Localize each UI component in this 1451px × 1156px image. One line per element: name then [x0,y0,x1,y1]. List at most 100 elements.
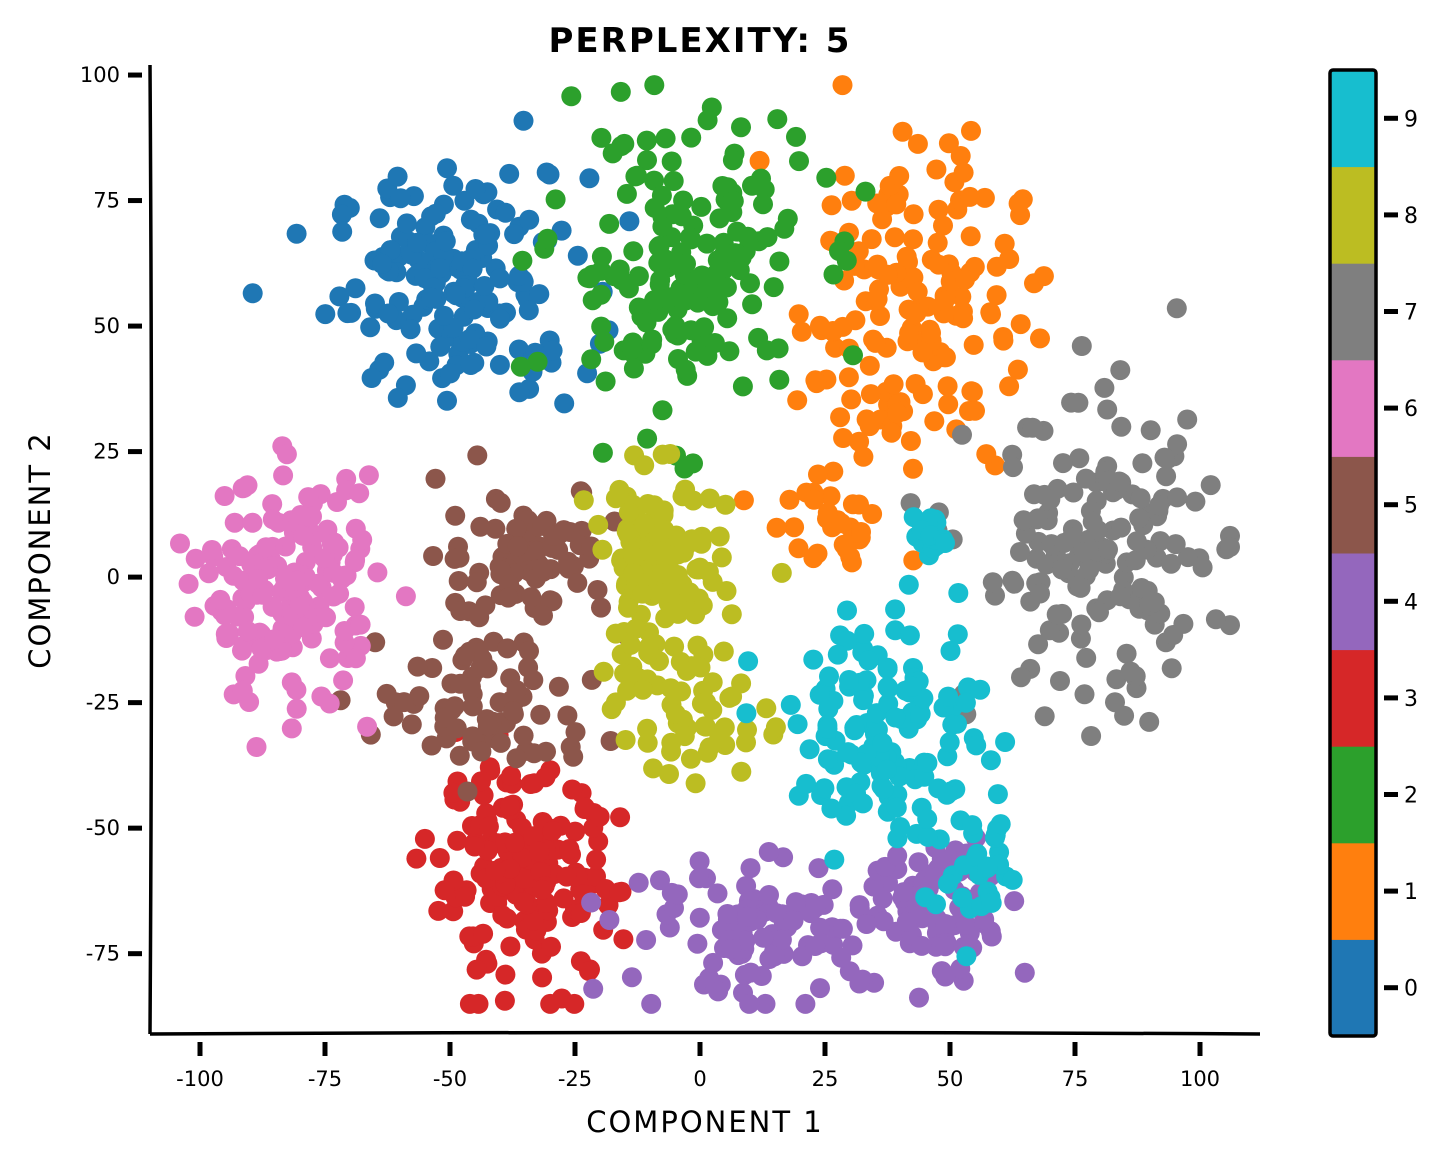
data-point [504,224,525,245]
data-point [513,725,534,746]
data-point [679,227,700,248]
data-point [448,571,469,591]
data-point [474,276,495,296]
data-point [816,167,837,188]
data-point [604,266,624,287]
data-point [786,126,806,147]
data-point [637,494,658,514]
data-point [753,927,774,948]
data-point [600,731,621,751]
y-tick-label: 75 [93,189,120,213]
data-point [594,331,615,352]
data-point [661,741,682,762]
data-point [409,686,430,707]
data-point [849,494,869,515]
data-point [430,336,451,357]
data-point [890,817,911,837]
x-axis-ticks: -100 -75 -50 -25 0 25 50 75 100 [176,1042,1220,1091]
data-point [361,368,382,388]
data-point [595,371,616,392]
data-point [819,666,839,687]
data-point [717,308,738,329]
data-point [1149,495,1170,516]
data-point [817,502,838,523]
data-point [1011,667,1031,688]
data-point [434,880,455,901]
data-point [849,431,870,452]
data-point [763,277,784,298]
data-point [450,601,471,621]
data-point [529,284,550,305]
data-point [650,870,670,891]
data-point [519,209,540,230]
data-point [1051,559,1072,580]
data-point [719,687,740,708]
data-point [884,227,905,248]
data-point [696,692,717,713]
data-point [903,458,923,479]
data-point [509,382,530,403]
data-point [527,351,548,372]
data-point [769,251,790,272]
data-point [636,130,657,151]
data-point [315,304,336,325]
data-point [661,151,682,172]
data-point [771,929,792,950]
data-point [229,546,250,567]
data-point [694,716,715,737]
data-point [749,150,770,171]
data-point [934,291,955,312]
data-point [298,487,319,508]
data-point [831,513,852,534]
data-point [865,332,886,353]
data-point [935,347,956,368]
data-point [246,737,267,757]
data-point [935,914,956,934]
data-point [618,597,638,618]
data-point [1007,359,1028,380]
data-point [683,453,703,474]
data-point [685,773,706,794]
data-point [855,181,876,202]
data-point [740,962,761,983]
data-point [460,209,481,230]
data-point [759,885,779,905]
colorbar-segment [1330,746,1376,844]
data-point [1028,634,1049,655]
data-point [1004,891,1025,912]
data-point [725,243,745,264]
data-point [387,166,408,187]
data-point [625,618,646,639]
data-point [817,718,838,739]
data-point [601,699,622,720]
data-point [495,202,516,223]
data-point [906,303,927,324]
data-point [577,267,598,288]
data-point [1116,643,1137,664]
data-point [757,227,778,248]
y-tick-label: 100 [80,63,120,87]
data-point [839,670,859,690]
data-point [689,907,710,928]
data-point [262,494,283,515]
data-point [1002,869,1023,890]
data-point [1024,273,1044,294]
data-point [832,316,853,337]
data-point [843,345,863,366]
data-point [808,858,829,879]
data-point [352,529,373,550]
data-point [591,597,611,618]
data-point [1129,508,1150,529]
data-point [468,993,489,1014]
data-point [319,693,340,714]
data-point [736,703,757,724]
data-point [636,930,657,950]
data-point [938,133,959,154]
data-point [675,359,696,380]
colorbar: 0 1 2 3 4 5 6 7 8 9 [1328,68,1418,1038]
data-point [360,317,381,338]
data-point [345,278,366,299]
data-point [990,814,1011,835]
data-point [766,903,787,924]
data-point [652,400,673,421]
